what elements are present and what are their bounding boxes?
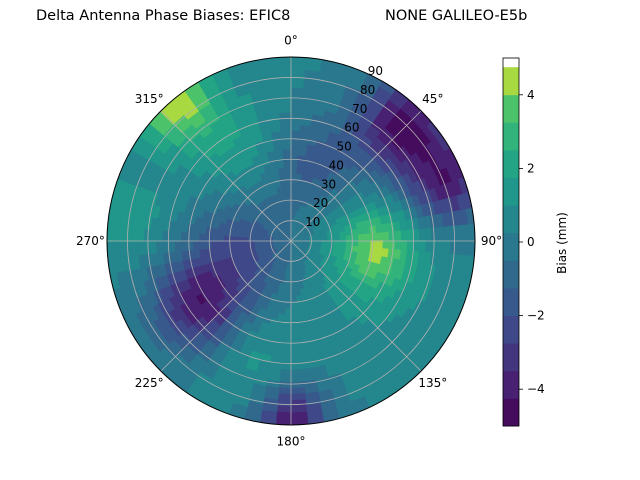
radial-tick-label: 50 bbox=[336, 140, 351, 154]
colorbar-tick-label: 2 bbox=[527, 161, 535, 175]
radial-tick-label: 80 bbox=[360, 83, 375, 97]
angular-gridline bbox=[160, 110, 292, 242]
radial-tick-label: 20 bbox=[313, 196, 328, 210]
radial-tick-label: 30 bbox=[321, 177, 336, 191]
heatmap-cell bbox=[241, 240, 249, 246]
colorbar-segment bbox=[503, 177, 519, 206]
angular-gridline bbox=[160, 240, 292, 372]
heatmap-cell bbox=[289, 417, 309, 425]
colorbar-segment bbox=[503, 288, 519, 316]
polar-grid bbox=[107, 57, 475, 425]
bias-heatmap bbox=[107, 57, 475, 425]
colorbar-segment bbox=[503, 370, 519, 399]
colorbar-segment bbox=[503, 260, 519, 289]
radial-tick-label: 60 bbox=[344, 121, 359, 135]
heatmap-cell bbox=[286, 197, 292, 205]
polar-tick-labels: 0° 45° 90° 135° 180° 225° 270° 315° 10 20 30 40 50 60… bbox=[76, 33, 502, 448]
heatmap-cell bbox=[273, 57, 293, 65]
colorbar-tick-label: 0 bbox=[527, 235, 535, 249]
colorbar-segment bbox=[503, 315, 519, 344]
radial-tick-label: 10 bbox=[305, 215, 320, 229]
colorbar-segment bbox=[503, 122, 519, 151]
angular-tick-label: 135° bbox=[418, 376, 447, 390]
colorbar-tick-label: 4 bbox=[527, 88, 535, 102]
heatmap-cell bbox=[467, 223, 475, 243]
chart-subtitle: NONE GALILEO-E5b bbox=[385, 8, 528, 24]
angular-tick-label: 270° bbox=[76, 234, 105, 248]
angular-tick-label: 180° bbox=[277, 435, 306, 449]
colorbar: −4 −2 0 2 4 bbox=[502, 57, 545, 427]
angular-gridline bbox=[290, 240, 422, 372]
colorbar-tick-label: −2 bbox=[527, 309, 545, 323]
angular-tick-label: 45° bbox=[422, 92, 443, 106]
heatmap-cell bbox=[290, 283, 296, 291]
colorbar-tick-label: −4 bbox=[527, 382, 545, 396]
heatmap-cell bbox=[107, 239, 115, 259]
chart-title: Delta Antenna Phase Biases: EFIC8 bbox=[36, 8, 291, 24]
polar-frame bbox=[106, 56, 476, 426]
colorbar-label: Bias (mm) bbox=[555, 212, 569, 274]
radial-tick-label: 40 bbox=[329, 158, 344, 172]
colorbar-segment bbox=[503, 94, 519, 123]
angular-gridline bbox=[290, 110, 422, 242]
heatmap-cell bbox=[285, 184, 292, 193]
radial-tick-label: 90 bbox=[368, 64, 383, 78]
colorbar-segment bbox=[503, 67, 519, 96]
heatmap-cell bbox=[290, 289, 297, 298]
angular-tick-label: 0° bbox=[284, 33, 298, 47]
colorbar-segment bbox=[503, 398, 519, 427]
heatmap-cell bbox=[339, 235, 348, 242]
angular-tick-label: 90° bbox=[481, 234, 502, 248]
angular-tick-label: 315° bbox=[135, 92, 164, 106]
colorbar-segment bbox=[503, 150, 519, 178]
heatmap-cell bbox=[333, 236, 341, 242]
radial-tick-label: 70 bbox=[352, 102, 367, 116]
heatmap-cell bbox=[234, 240, 243, 247]
colorbar-segment bbox=[503, 232, 519, 261]
colorbar-segment bbox=[503, 205, 519, 234]
heatmap-cell bbox=[286, 191, 292, 199]
colorbar-segment bbox=[503, 343, 519, 372]
angular-tick-label: 225° bbox=[135, 376, 164, 390]
